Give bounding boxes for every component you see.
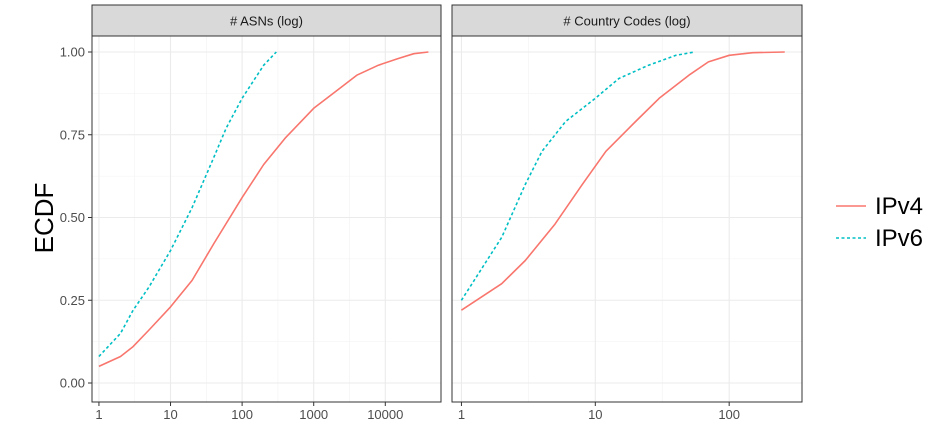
y-tick-label: 0.75 bbox=[60, 127, 85, 142]
legend-label: IPv6 bbox=[875, 225, 923, 252]
facet-strip bbox=[91, 4, 442, 37]
facet-panel: # Country Codes (log) 1 10 100 bbox=[451, 4, 803, 422]
legend-label: IPv4 bbox=[875, 193, 923, 220]
series-line-ipv4 bbox=[460, 51, 785, 311]
panel-background bbox=[452, 36, 802, 402]
panels: # ASNs (log) 1 10 100 1000 10000 0.00 0.25 0.50 0… bbox=[60, 4, 803, 422]
series-line-ipv6 bbox=[98, 51, 277, 358]
x-tick-label: 10000 bbox=[367, 407, 403, 422]
legend-item-ipv4: IPv4 bbox=[836, 193, 923, 220]
legend-item-ipv6: IPv6 bbox=[836, 225, 923, 252]
y-tick-label: 0.25 bbox=[60, 293, 85, 308]
x-tick-label: 10 bbox=[163, 407, 177, 422]
x-tick-label: 1 bbox=[458, 407, 465, 422]
y-tick-label: 0.50 bbox=[60, 210, 85, 225]
panel-background bbox=[92, 36, 441, 402]
x-tick-label: 1000 bbox=[299, 407, 328, 422]
facet-title: # ASNs (log) bbox=[230, 14, 303, 29]
y-axis-label: ECDF bbox=[29, 183, 59, 254]
series-line-ipv4 bbox=[98, 51, 429, 368]
x-tick-label: 10 bbox=[588, 407, 602, 422]
facet-strip bbox=[451, 4, 803, 37]
x-tick-label: 100 bbox=[718, 407, 740, 422]
series-line-ipv6 bbox=[460, 51, 695, 301]
y-tick-label: 0.00 bbox=[60, 376, 85, 391]
facet-panel: # ASNs (log) 1 10 100 1000 10000 0.00 0.25 0.50 0… bbox=[60, 4, 442, 422]
y-tick-label: 1.00 bbox=[60, 45, 85, 60]
facet-title: # Country Codes (log) bbox=[563, 14, 690, 29]
x-tick-label: 1 bbox=[95, 407, 102, 422]
x-tick-label: 100 bbox=[231, 407, 253, 422]
legend: IPv4 IPv6 bbox=[836, 193, 923, 252]
